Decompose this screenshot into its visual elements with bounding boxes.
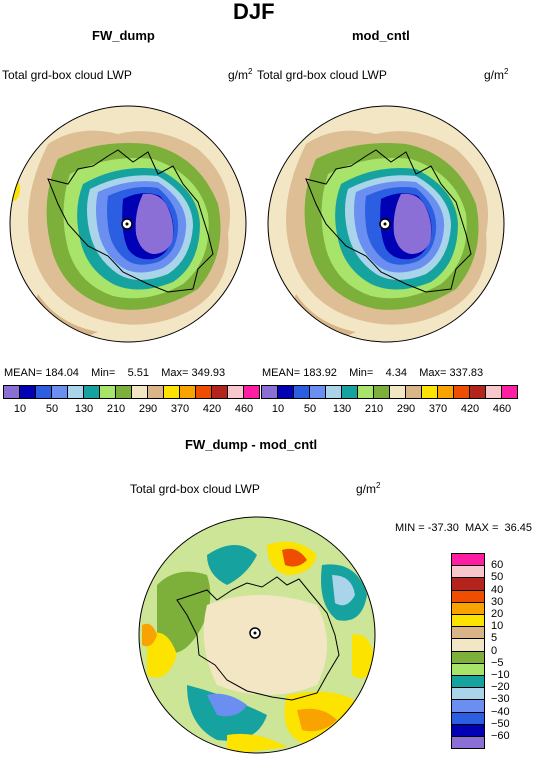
colorbar-tick-label: 10 xyxy=(491,620,504,633)
colorbar-swatch xyxy=(451,723,485,737)
colorbar-swatch xyxy=(19,385,36,399)
colorbar-swatch xyxy=(451,565,485,579)
colorbar-tick-label: 40 xyxy=(491,583,504,596)
colorbar-tick-label: 50 xyxy=(45,403,59,415)
colorbar-tick-label: −40 xyxy=(491,705,510,718)
colorbar-swatch xyxy=(277,385,294,399)
colorbar-tick-label: 290 xyxy=(396,403,416,415)
colorbar-swatch xyxy=(243,385,260,399)
colorbar-tick-label: 10 xyxy=(13,403,27,415)
colorbar-swatch xyxy=(451,638,485,652)
colorbar-tick-label: −60 xyxy=(491,730,510,742)
colorbar-tick-label: 30 xyxy=(491,595,504,608)
colorbar-swatch xyxy=(131,385,148,399)
colorbar-tick-label: −50 xyxy=(491,717,510,730)
colorbar-left xyxy=(3,385,260,399)
main-title: DJF xyxy=(233,0,275,24)
diff-panel-units: g/m2 xyxy=(356,481,381,496)
colorbar-swatch xyxy=(293,385,310,399)
colorbar-swatch xyxy=(147,385,164,399)
colorbar-swatch xyxy=(405,385,422,399)
colorbar-tick-label: −5 xyxy=(491,656,504,669)
colorbar-tick-label: 210 xyxy=(106,403,126,415)
colorbar-tick-label: 50 xyxy=(303,403,317,415)
colorbar-swatch xyxy=(373,385,390,399)
colorbar-swatch xyxy=(469,385,486,399)
colorbar-swatch xyxy=(325,385,342,399)
panel-left-title: FW_dump xyxy=(92,28,155,43)
colorbar-swatch xyxy=(485,385,502,399)
colorbar-swatch xyxy=(451,687,485,701)
panel-left-stats: MEAN= 184.04 Min= 5.51 Max= 349.93 xyxy=(4,367,226,379)
colorbar-swatch xyxy=(451,736,485,750)
colorbar-swatch xyxy=(309,385,326,399)
colorbar-swatch xyxy=(115,385,132,399)
colorbar-tick-label: 5 xyxy=(491,632,498,645)
colorbar-tick-label: 460 xyxy=(234,403,254,415)
diff-panel-field-label: Total grd-box cloud LWP xyxy=(130,482,260,496)
colorbar-tick-label: 50 xyxy=(491,571,504,584)
colorbar-swatch xyxy=(83,385,100,399)
colorbar-swatch xyxy=(451,662,485,676)
diff-panel-stats: MIN = -37.30 MAX = 36.45 xyxy=(395,522,533,534)
panel-right-stats: MEAN= 183.92 Min= 4.34 Max= 337.83 xyxy=(262,367,484,379)
colorbar-swatch xyxy=(453,385,470,399)
colorbar-swatch xyxy=(357,385,374,399)
panel-right-units: g/m2 xyxy=(484,67,509,82)
colorbar-swatch xyxy=(451,650,485,664)
colorbar-swatch xyxy=(421,385,438,399)
colorbar-tick-label: 0 xyxy=(491,644,498,657)
colorbar-swatch xyxy=(451,711,485,725)
colorbar-swatch xyxy=(211,385,228,399)
colorbar-swatch xyxy=(51,385,68,399)
panel-right-title: mod_cntl xyxy=(352,28,410,43)
colorbar-tick-label: −20 xyxy=(491,681,510,694)
colorbar-swatch xyxy=(67,385,84,399)
colorbar-swatch xyxy=(437,385,454,399)
colorbar-tick-label: −30 xyxy=(491,693,510,706)
diff-panel-title: FW_dump - mod_cntl xyxy=(185,437,318,452)
colorbar-tick-label: 420 xyxy=(460,403,480,415)
colorbar-tick-label: 20 xyxy=(491,608,504,620)
panel-left-field-label: Total grd-box cloud LWP xyxy=(2,68,132,82)
colorbar-tick-label: 370 xyxy=(428,403,448,415)
colorbar-swatch xyxy=(261,385,278,399)
colorbar-swatch xyxy=(163,385,180,399)
colorbar-swatch xyxy=(195,385,212,399)
panel-left-units: g/m2 xyxy=(228,67,253,82)
colorbar-tick-label: 10 xyxy=(271,403,285,415)
panel-right-field-label: Total grd-box cloud LWP xyxy=(257,68,387,82)
colorbar-swatch xyxy=(99,385,116,399)
colorbar-tick-label: 460 xyxy=(492,403,512,415)
colorbar-swatch xyxy=(179,385,196,399)
map-panel-left xyxy=(9,105,247,343)
colorbar-swatch xyxy=(451,589,485,603)
colorbar-tick-label: 210 xyxy=(364,403,384,415)
colorbar-swatch xyxy=(451,577,485,591)
colorbar-tick-label: 420 xyxy=(202,403,222,415)
colorbar-tick-label: 370 xyxy=(170,403,190,415)
colorbar-right xyxy=(261,385,518,399)
colorbar-tick-label: 130 xyxy=(332,403,352,415)
colorbar-swatch xyxy=(389,385,406,399)
colorbar-swatch xyxy=(451,601,485,615)
map-panel-diff xyxy=(138,516,376,754)
colorbar-swatch xyxy=(341,385,358,399)
colorbar-tick-label: 290 xyxy=(138,403,158,415)
colorbar-tick-label: −10 xyxy=(491,669,510,681)
map-panel-right xyxy=(267,105,505,343)
colorbar-tick-label: 130 xyxy=(74,403,94,415)
colorbar-tick-label: 60 xyxy=(491,559,504,572)
colorbar-swatch xyxy=(451,699,485,713)
colorbar-swatch xyxy=(501,385,518,399)
colorbar-swatch xyxy=(3,385,20,399)
colorbar-swatch xyxy=(451,626,485,640)
colorbar-swatch xyxy=(227,385,244,399)
colorbar-swatch xyxy=(35,385,52,399)
